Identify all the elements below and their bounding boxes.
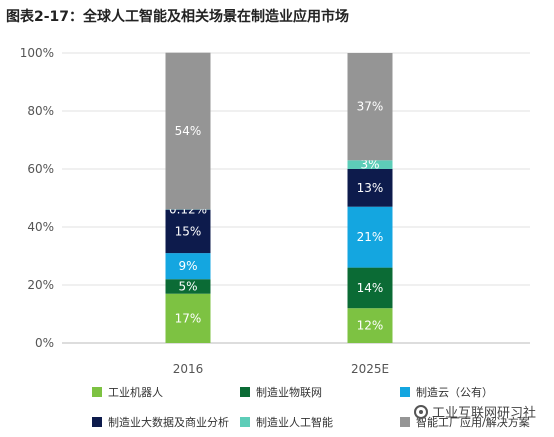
legend-label: 制造业物联网 (256, 386, 322, 399)
legend-label: 制造云（公有） (416, 386, 493, 399)
y-tick-label: 100% (20, 46, 54, 60)
data-label: 5% (178, 279, 197, 293)
bar-segment (347, 160, 393, 169)
x-tick-label: 2025E (351, 362, 389, 376)
bar-segment (165, 279, 211, 294)
bar-segment (165, 293, 211, 343)
data-label: 54% (175, 124, 202, 138)
legend-item: 智能工厂应用/解决方案 (400, 414, 530, 430)
data-label: 21% (357, 230, 384, 244)
legend-swatch (92, 417, 102, 427)
watermark: 工业互联网研习社 (414, 402, 536, 421)
y-tick-label: 80% (27, 104, 54, 118)
data-label: 13% (357, 181, 384, 195)
legend-label: 制造业大数据及商业分析 (108, 416, 229, 429)
data-label: 15% (175, 224, 202, 238)
legend-item: 制造业人工智能 (240, 414, 333, 430)
data-label: 3% (360, 158, 379, 172)
data-label: 37% (357, 100, 384, 114)
data-label: 12% (357, 319, 384, 333)
legend-label: 智能工厂应用/解决方案 (416, 416, 530, 429)
bar-segment (165, 253, 211, 280)
y-tick-label: 0% (35, 336, 54, 350)
bar-segment (347, 53, 393, 161)
x-tick-label: 2016 (173, 362, 204, 376)
wechat-icon (414, 404, 428, 419)
chart-title: 图表2-17：全球人工智能及相关场景在制造业应用市场 (6, 9, 350, 25)
data-label: 14% (357, 281, 384, 295)
legend-swatch (400, 417, 410, 427)
legend-item: 制造业大数据及商业分析 (92, 414, 229, 430)
y-tick-label: 20% (27, 278, 54, 292)
bar-segment (165, 52, 211, 210)
legend-item: 制造云（公有） (400, 384, 493, 400)
legend-item: 工业机器人 (92, 384, 163, 400)
legend-item: 制造业物联网 (240, 384, 322, 400)
legend-label: 工业机器人 (108, 386, 163, 399)
watermark-text: 工业互联网研习社 (432, 406, 537, 421)
legend-swatch (92, 387, 102, 397)
legend-swatch (240, 417, 250, 427)
stacked-bar-chart: 0%20%40%60%80%100%17%5%9%15%0.12%54%2016… (20, 46, 530, 376)
data-label: 17% (175, 311, 202, 325)
data-label: 9% (178, 259, 197, 273)
bar-segment (347, 308, 393, 343)
y-tick-label: 40% (27, 220, 54, 234)
bar-segment (347, 169, 393, 207)
bar-segment (165, 209, 211, 254)
legend-swatch (400, 387, 410, 397)
bar-segment (347, 206, 393, 268)
legend-label: 制造业人工智能 (256, 416, 333, 429)
bar-segment (347, 267, 393, 309)
legend-swatch (240, 387, 250, 397)
y-tick-label: 60% (27, 162, 54, 176)
